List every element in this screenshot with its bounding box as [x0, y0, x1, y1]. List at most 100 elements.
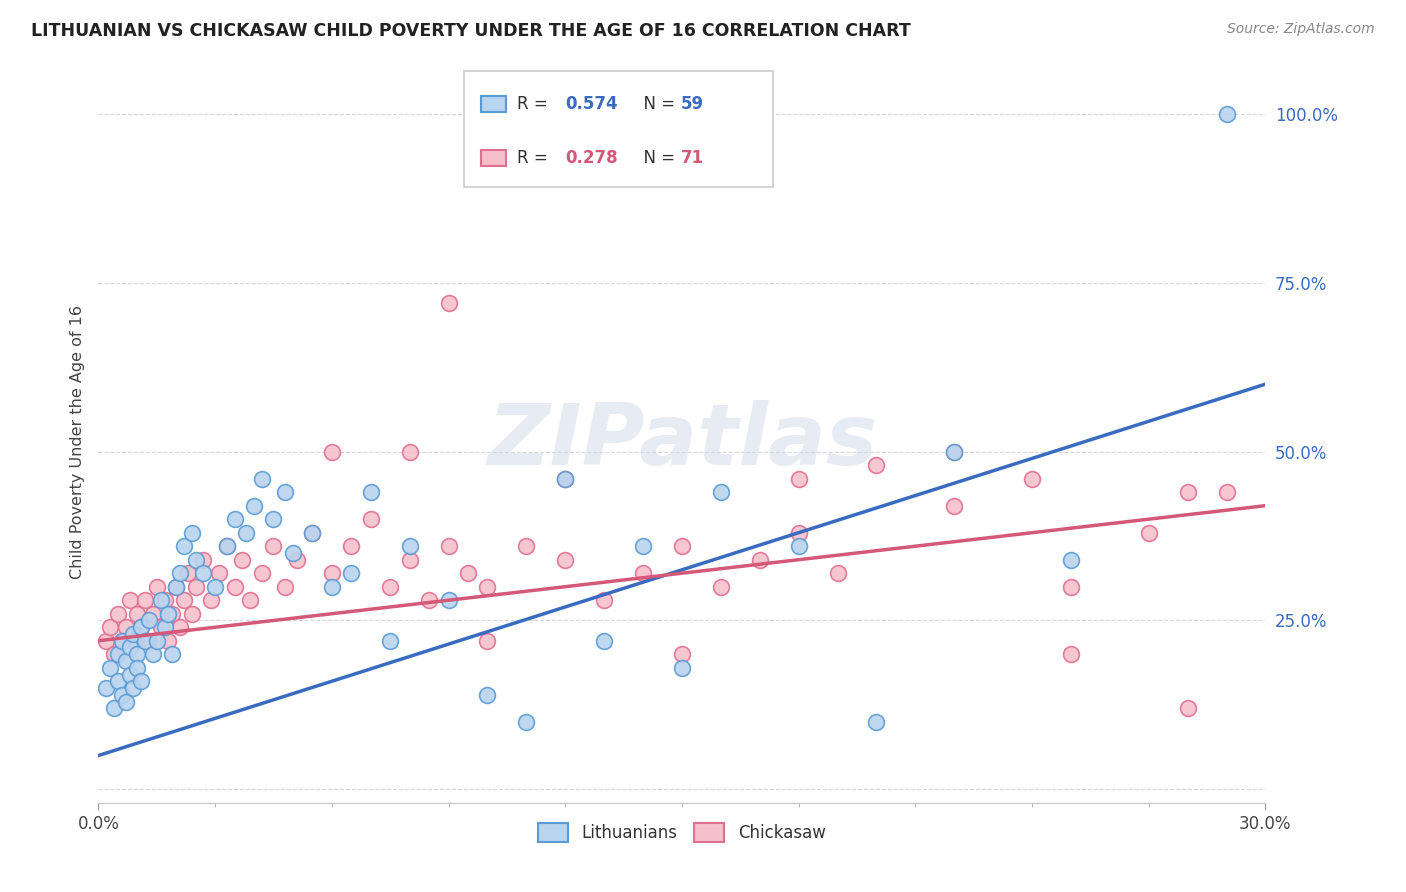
Text: 59: 59	[681, 95, 703, 112]
Text: N =: N =	[633, 95, 681, 112]
Point	[111, 633, 134, 648]
Point	[107, 607, 129, 621]
Point	[165, 580, 187, 594]
Point	[380, 633, 402, 648]
Point	[107, 674, 129, 689]
Point	[1215, 107, 1237, 121]
Point	[129, 674, 152, 689]
Point	[593, 633, 616, 648]
Point	[943, 499, 966, 513]
Point	[165, 580, 187, 594]
Point	[96, 681, 118, 695]
Text: Source: ZipAtlas.com: Source: ZipAtlas.com	[1227, 22, 1375, 37]
Point	[787, 539, 810, 553]
Point	[193, 566, 215, 581]
Point	[865, 714, 887, 729]
Point	[1060, 580, 1083, 594]
Point	[142, 607, 165, 621]
Point	[477, 633, 499, 648]
Point	[127, 661, 149, 675]
Point	[173, 539, 195, 553]
Point	[149, 593, 172, 607]
Point	[208, 566, 231, 581]
Point	[224, 580, 246, 594]
Point	[122, 627, 145, 641]
Point	[118, 593, 141, 607]
Point	[250, 566, 273, 581]
Point	[398, 444, 420, 458]
Point	[827, 566, 849, 581]
Text: 0.574: 0.574	[565, 95, 617, 112]
Point	[321, 580, 343, 594]
Point	[215, 539, 238, 553]
Point	[134, 593, 156, 607]
Point	[1177, 485, 1199, 500]
Point	[118, 667, 141, 681]
Point	[262, 539, 284, 553]
Text: R =: R =	[517, 95, 554, 112]
Point	[671, 661, 693, 675]
Point	[111, 633, 134, 648]
Y-axis label: Child Poverty Under the Age of 16: Child Poverty Under the Age of 16	[69, 304, 84, 579]
Point	[477, 580, 499, 594]
Point	[134, 633, 156, 648]
Point	[184, 552, 207, 566]
Point	[631, 566, 654, 581]
Text: ZIPatlas: ZIPatlas	[486, 400, 877, 483]
Point	[231, 552, 253, 566]
Point	[457, 566, 479, 581]
Point	[943, 444, 966, 458]
Point	[243, 499, 266, 513]
Point	[149, 620, 172, 634]
Point	[360, 512, 382, 526]
Point	[321, 444, 343, 458]
Point	[173, 593, 195, 607]
Point	[169, 620, 191, 634]
Point	[262, 512, 284, 526]
Point	[285, 552, 308, 566]
Point	[162, 647, 184, 661]
Point	[96, 633, 118, 648]
Point	[142, 647, 165, 661]
Point	[340, 566, 363, 581]
Point	[235, 525, 257, 540]
Text: N =: N =	[633, 149, 681, 168]
Point	[193, 552, 215, 566]
Point	[437, 539, 460, 553]
Point	[787, 525, 810, 540]
Point	[398, 539, 420, 553]
Point	[127, 607, 149, 621]
Legend: Lithuanians, Chickasaw: Lithuanians, Chickasaw	[531, 816, 832, 848]
Point	[184, 580, 207, 594]
Point	[122, 633, 145, 648]
Point	[157, 633, 180, 648]
Point	[157, 607, 180, 621]
Point	[380, 580, 402, 594]
Point	[98, 620, 121, 634]
Point	[710, 485, 733, 500]
Point	[127, 647, 149, 661]
Point	[515, 714, 537, 729]
Point	[748, 552, 770, 566]
Text: 0.278: 0.278	[565, 149, 617, 168]
Point	[418, 593, 440, 607]
Point	[1021, 472, 1043, 486]
Point	[138, 614, 160, 628]
Point	[398, 552, 420, 566]
Point	[593, 593, 616, 607]
Point	[321, 566, 343, 581]
Point	[671, 647, 693, 661]
Point	[274, 580, 297, 594]
Point	[129, 620, 152, 634]
Point	[554, 472, 576, 486]
Point	[865, 458, 887, 472]
Point	[301, 525, 323, 540]
Point	[215, 539, 238, 553]
Point	[671, 539, 693, 553]
Point	[204, 580, 226, 594]
Point	[129, 620, 152, 634]
Point	[340, 539, 363, 553]
Point	[118, 640, 141, 655]
Point	[437, 593, 460, 607]
Text: R =: R =	[517, 149, 554, 168]
